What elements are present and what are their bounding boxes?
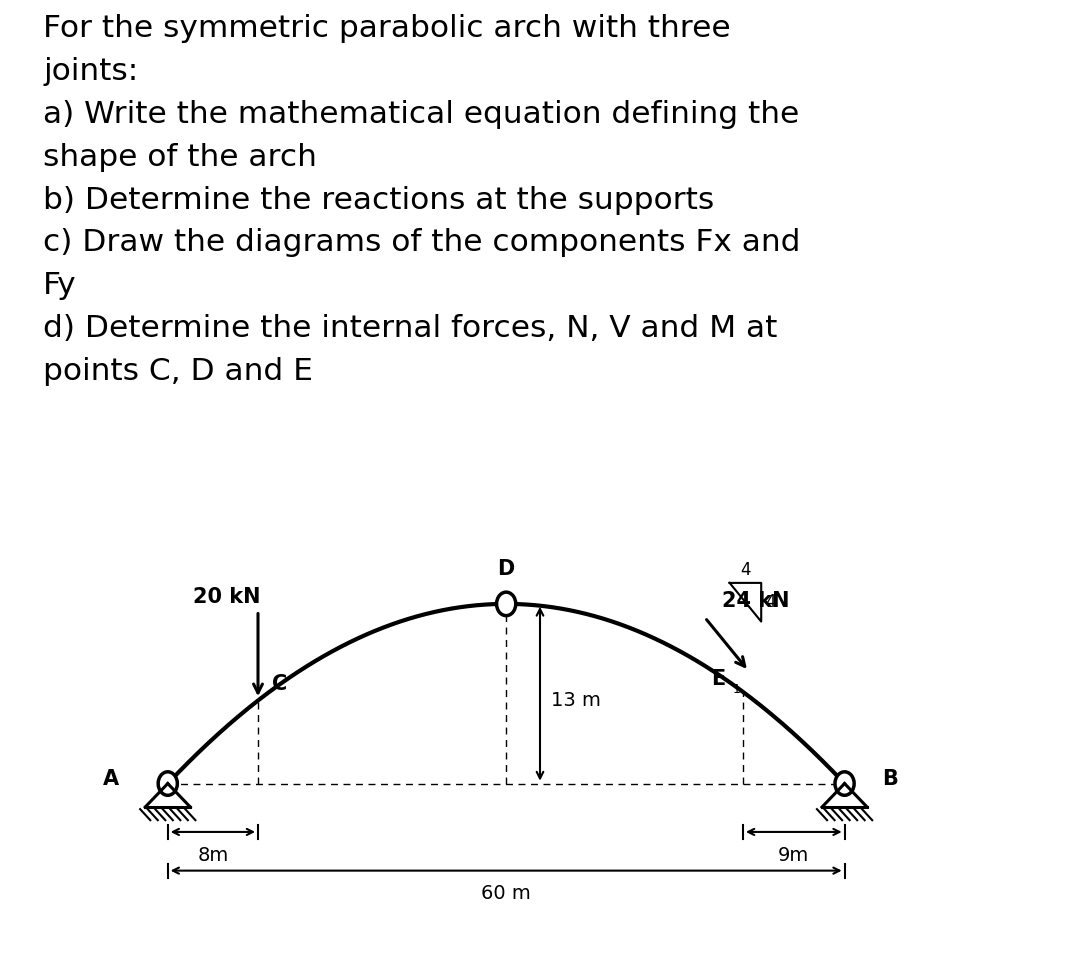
- Text: 4: 4: [766, 594, 777, 611]
- Circle shape: [835, 772, 854, 795]
- Text: E: E: [711, 669, 726, 690]
- Text: 60 m: 60 m: [482, 884, 531, 903]
- Text: B: B: [881, 769, 897, 789]
- Circle shape: [497, 592, 516, 616]
- Text: 13 m: 13 m: [551, 691, 602, 710]
- Text: For the symmetric parabolic arch with three
joints:
a) Write the mathematical eq: For the symmetric parabolic arch with th…: [43, 14, 800, 386]
- Text: 1: 1: [733, 683, 741, 696]
- Text: 8m: 8m: [198, 846, 229, 865]
- Text: C: C: [271, 673, 287, 693]
- Circle shape: [158, 772, 177, 795]
- Text: 9m: 9m: [779, 846, 809, 865]
- Text: 20 kN: 20 kN: [192, 587, 260, 606]
- Text: 4: 4: [740, 561, 751, 578]
- Text: D: D: [498, 559, 515, 579]
- Text: A: A: [104, 769, 120, 789]
- Text: 24 kN: 24 kN: [721, 591, 789, 611]
